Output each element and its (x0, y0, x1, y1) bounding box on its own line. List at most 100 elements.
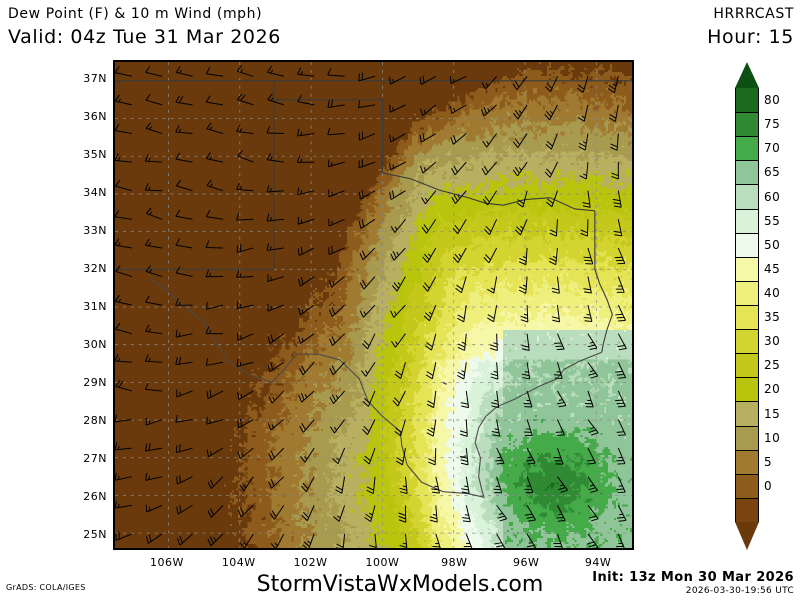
wind-barb (270, 533, 285, 548)
colorbar-band (735, 304, 759, 330)
wind-barb (115, 414, 132, 423)
wind-barb (482, 133, 498, 148)
wind-barb (496, 505, 508, 522)
colorbar-tick-70: 70 (764, 141, 781, 156)
colorbar-tick-75: 75 (764, 117, 781, 132)
longitude-tick-98W: 98W (441, 556, 468, 569)
wind-barb (115, 179, 132, 192)
wind-barb (583, 247, 594, 265)
wind-barb (298, 390, 315, 403)
colorbar-band (735, 256, 759, 281)
wind-barb (523, 419, 533, 437)
wind-barb (115, 210, 132, 220)
wind-barb (362, 390, 376, 407)
wind-barb (335, 476, 346, 494)
wind-barb (236, 244, 254, 254)
colorbar-band (735, 184, 759, 209)
wind-barb (332, 447, 346, 465)
wind-barb (302, 533, 315, 548)
wind-barb (422, 276, 437, 292)
wind-barb (145, 65, 163, 77)
colorbar-tick-20: 20 (764, 382, 781, 397)
wind-barb (449, 75, 467, 84)
wind-barb (394, 419, 406, 437)
wind-barb (429, 505, 438, 523)
wind-barb (615, 390, 626, 408)
wind-barb (584, 390, 594, 408)
longitude-tick-94W: 94W (584, 556, 612, 569)
wind-barb (358, 131, 376, 141)
wind-barb (145, 533, 163, 544)
colorbar[interactable] (735, 88, 759, 522)
wind-barb (236, 93, 254, 106)
wind-barb (587, 361, 599, 379)
wind-barb (426, 390, 437, 409)
latitude-tick-33N: 33N (83, 223, 107, 237)
wind-barb (300, 476, 315, 493)
wind-barb (205, 326, 223, 335)
wind-barb (455, 276, 467, 294)
page-title: Dew Point (F) & 10 m Wind (mph) (8, 6, 263, 22)
wind-barb (176, 533, 193, 546)
colorbar-tick-10: 10 (764, 430, 781, 445)
wind-barb (389, 161, 406, 171)
wind-barb (115, 153, 132, 163)
wind-barb (390, 247, 406, 261)
wind-barb (463, 533, 473, 548)
latitude-tick-26N: 26N (83, 489, 107, 503)
wind-barb (545, 76, 558, 93)
latitude-tick-28N: 28N (83, 413, 107, 427)
wind-barb (521, 362, 531, 380)
wind-barb (399, 476, 408, 495)
wind-barb (516, 190, 528, 208)
wind-barb (267, 333, 285, 345)
wind-barb (484, 219, 498, 236)
wind-barb (205, 95, 224, 106)
wind-barb (145, 472, 163, 481)
wind-barb (491, 390, 500, 409)
wind-barb (266, 184, 284, 193)
wind-barb (268, 447, 285, 461)
wind-barb (145, 295, 163, 306)
wind-barb (490, 362, 499, 380)
wind-barb (553, 362, 563, 380)
grads-credit: GrADS: COLA/IGES (6, 583, 86, 592)
wind-barb (297, 216, 315, 225)
wind-barb (207, 533, 224, 547)
wind-barb (431, 476, 440, 494)
map-plot-area[interactable] (113, 60, 634, 550)
wind-barb (545, 190, 558, 208)
wind-barb (461, 476, 470, 494)
wind-barb (425, 362, 437, 380)
wind-barb (175, 238, 193, 249)
wind-barb (115, 354, 132, 363)
wind-barb (518, 247, 528, 266)
wind-barb (557, 476, 568, 493)
wind-barb (236, 124, 254, 135)
wind-barb (115, 531, 132, 541)
wind-barb (419, 104, 437, 116)
wind-barb (553, 533, 563, 548)
latitude-tick-29N: 29N (83, 375, 107, 389)
wind-barb (175, 444, 193, 454)
wind-barb (266, 152, 284, 163)
wind-barb (422, 247, 437, 263)
wind-barb (239, 476, 254, 492)
wind-barb (576, 76, 589, 93)
wind-barb (457, 362, 467, 380)
colorbar-band (735, 353, 759, 378)
wind-barb (580, 219, 589, 237)
wind-barb (297, 94, 315, 106)
longitude-tick-104W: 104W (221, 556, 256, 569)
wind-barb (115, 442, 132, 451)
wind-barb (115, 123, 132, 135)
colorbar-tick-30: 30 (764, 334, 781, 349)
wind-barb (549, 219, 558, 237)
wind-barb (327, 159, 345, 168)
colorbar-band (735, 160, 759, 185)
wind-barb (144, 382, 163, 392)
wind-barb (555, 419, 565, 436)
wind-barb (329, 333, 345, 346)
wind-barb (513, 133, 528, 148)
